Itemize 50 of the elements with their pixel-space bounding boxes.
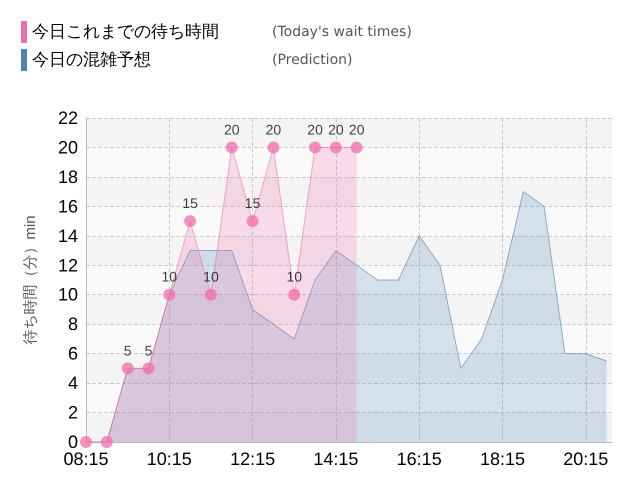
point (267, 141, 280, 154)
point (330, 141, 342, 154)
y-tick-label: 8 (68, 314, 78, 334)
point (80, 436, 92, 448)
data-label: 10 (203, 268, 219, 285)
text: (Today's wait times) (272, 24, 412, 40)
data-label: 20 (266, 121, 282, 138)
y-tick-label: 4 (68, 373, 78, 394)
data-label: 10 (162, 268, 178, 285)
data-label: 15 (244, 195, 261, 212)
point (184, 215, 196, 228)
y-axis-title: 待ち時間（分）min (22, 215, 39, 345)
point (309, 141, 322, 154)
point (122, 362, 134, 374)
y-tick-label: 18 (58, 166, 78, 187)
legend-label: 今日の混雑予想 (32, 50, 151, 70)
point (142, 362, 154, 374)
y-tick-label: 22 (58, 108, 78, 128)
x-tick-label: 12:15 (230, 449, 276, 469)
point (204, 288, 217, 301)
data-label: 15 (182, 195, 198, 212)
y-tick-label: 20 (58, 137, 78, 158)
x-tick-label: 08:15 (63, 449, 109, 469)
data-label: 5 (144, 342, 153, 358)
data-label: 20 (348, 121, 365, 138)
y-tick-label: 12 (58, 255, 78, 276)
x-tick-label: 18:15 (480, 449, 525, 469)
point (100, 436, 113, 448)
point (226, 141, 238, 154)
point (350, 141, 363, 154)
x-tick-label: 14:15 (313, 449, 358, 469)
y-tick-label: 6 (68, 344, 78, 364)
x-tick-label: 20:15 (563, 449, 608, 469)
point (163, 288, 176, 301)
legend-label: 今日これまでの待ち時間 (32, 22, 219, 42)
x-tick-label: 10:15 (146, 449, 192, 469)
y-tick-label: 14 (58, 226, 78, 246)
data-label: 20 (307, 121, 324, 138)
data-label: 20 (224, 121, 240, 138)
y-tick-label: 16 (58, 196, 78, 216)
data-label: 5 (124, 342, 132, 358)
point (246, 215, 259, 228)
text: (Prediction) (272, 52, 352, 68)
y-tick-label: 2 (68, 402, 78, 423)
y-tick-label: 0 (68, 432, 78, 452)
data-label: 20 (328, 121, 344, 138)
point (288, 288, 300, 301)
x-tick-label: 16:15 (396, 449, 442, 469)
data-label: 10 (286, 268, 302, 285)
y-tick-label: 10 (58, 284, 78, 305)
